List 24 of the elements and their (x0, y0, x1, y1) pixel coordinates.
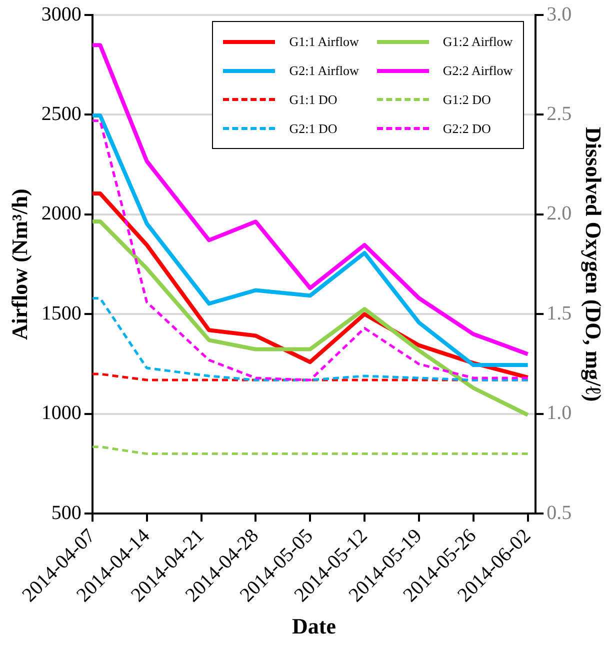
legend-label: G1:2 Airflow (442, 34, 513, 50)
y-tick-label: 1500 (41, 302, 82, 324)
y-axis-title: Airflow (Nm³/h) (6, 188, 32, 340)
legend-label: G2:1 DO (289, 120, 338, 136)
line-series (92, 296, 530, 382)
legend-label: G1:1 Airflow (289, 34, 359, 50)
y2-tick-label: 2.5 (546, 102, 572, 125)
y-tick-label: 2000 (41, 202, 82, 225)
x-axis-title: Date (292, 613, 336, 638)
y-tick-label: 500 (51, 502, 82, 524)
y2-axis-title: Dissolved Oxygen (DO, mg/ℓ) (581, 126, 606, 402)
y-tick-label: 2500 (41, 102, 82, 125)
legend-label: G2:1 Airflow (289, 62, 359, 78)
y2-tick-label: 3.0 (546, 3, 572, 26)
legend-label: G1:2 DO (442, 92, 491, 108)
y2-tick-label: 1.0 (546, 402, 572, 424)
legend-label: G1:1 DO (289, 92, 338, 108)
y2-tick-label: 1.5 (546, 302, 572, 324)
legend-label: G2:2 Airflow (442, 62, 513, 78)
legend-label: G2:2 DO (442, 120, 491, 136)
y-tick-label: 1000 (41, 402, 82, 424)
y-tick-label: 3000 (41, 3, 82, 26)
y2-tick-label: 2.0 (546, 202, 572, 225)
y2-tick-label: 0.5 (546, 502, 572, 524)
